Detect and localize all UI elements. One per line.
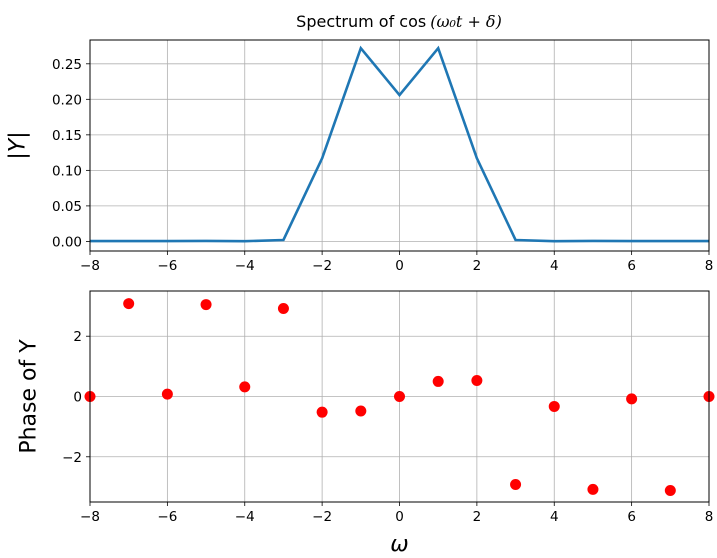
- magnitude-x-axis: −8 −6 −4 −2 0 2 4 6 8: [80, 251, 713, 274]
- phase-y-tick-label: 2: [73, 329, 82, 345]
- phase-data-point: [394, 391, 405, 402]
- magnitude-chart: −8 −6 −4 −2 0 2 4 6 8 0.00 0.05 0.10 0.15 0.20 0.25 |…: [6, 39, 713, 274]
- phase-data-point: [239, 381, 251, 393]
- magnitude-x-tick-label: 0: [395, 258, 404, 274]
- magnitude-x-tick-label: −4: [235, 258, 255, 274]
- phase-x-tick-label: 0: [395, 509, 404, 525]
- phase-data-point: [277, 302, 289, 314]
- phase-plot-area: [84, 298, 715, 497]
- magnitude-plot-area: [90, 45, 709, 243]
- magnitude-x-tick-label: 2: [473, 258, 482, 274]
- phase-x-axis: −8 −6 −4 −2 0 2 4 6 8: [80, 502, 713, 525]
- phase-x-tick-label: −6: [157, 509, 177, 525]
- magnitude-x-tick-label: −6: [157, 258, 177, 274]
- phase-x-tick-label: 2: [473, 509, 482, 525]
- magnitude-y-tick-label: 0.25: [52, 57, 82, 73]
- phase-x-tick-label: 8: [705, 509, 714, 525]
- magnitude-x-tick-label: 4: [550, 258, 559, 274]
- phase-data-point: [664, 485, 676, 497]
- phase-x-tick-label: 6: [627, 509, 636, 525]
- phase-data-point: [626, 393, 638, 405]
- phase-y-tick-label: 0: [73, 390, 82, 406]
- magnitude-x-tick-label: 6: [627, 258, 636, 274]
- magnitude-x-tick-label: 8: [705, 258, 714, 274]
- magnitude-x-tick-label: −8: [80, 258, 100, 274]
- phase-chart: −8 −6 −4 −2 0 2 4 6 8 −2 0 2 Phase of Y ω: [17, 290, 715, 557]
- magnitude-chart-title-text: Spectrum of cos: [296, 12, 426, 31]
- magnitude-x-tick-label: −2: [312, 258, 332, 274]
- magnitude-chart-title-math: (ω₀t + δ): [430, 12, 502, 31]
- phase-axes-frame: [89, 290, 710, 503]
- phase-data-point: [200, 299, 212, 311]
- phase-data-point: [355, 405, 367, 417]
- magnitude-y-axis-label: |Y|: [6, 131, 31, 159]
- magnitude-y-tick-label: 0.15: [52, 128, 82, 144]
- phase-y-axis-label: Phase of Y: [17, 339, 42, 454]
- phase-data-point: [432, 375, 444, 387]
- phase-data-point: [587, 483, 599, 495]
- phase-data-point: [510, 479, 522, 491]
- phase-x-tick-label: −4: [235, 509, 255, 525]
- magnitude-y-tick-label: 0.05: [52, 199, 82, 215]
- phase-x-axis-label: ω: [390, 532, 408, 557]
- phase-y-tick-label: −2: [62, 450, 82, 466]
- phase-data-point: [161, 388, 173, 400]
- magnitude-axes-frame: [89, 39, 710, 252]
- phase-data-point: [471, 375, 483, 387]
- phase-x-tick-label: −2: [312, 509, 332, 525]
- phase-x-tick-label: −8: [80, 509, 100, 525]
- phase-x-tick-label: 4: [550, 509, 559, 525]
- magnitude-y-tick-label: 0.20: [52, 92, 82, 108]
- magnitude-y-axis: 0.00 0.05 0.10 0.15 0.20 0.25: [52, 57, 90, 250]
- phase-y-axis: −2 0 2: [62, 329, 90, 466]
- phase-data-point: [316, 406, 328, 418]
- magnitude-chart-title: Spectrum of cos (ω₀t + δ): [296, 12, 502, 31]
- magnitude-y-tick-label: 0.00: [52, 234, 82, 250]
- phase-data-point: [548, 400, 560, 412]
- magnitude-series-line: [90, 45, 709, 243]
- phase-data-point: [123, 298, 135, 310]
- magnitude-y-tick-label: 0.10: [52, 163, 82, 179]
